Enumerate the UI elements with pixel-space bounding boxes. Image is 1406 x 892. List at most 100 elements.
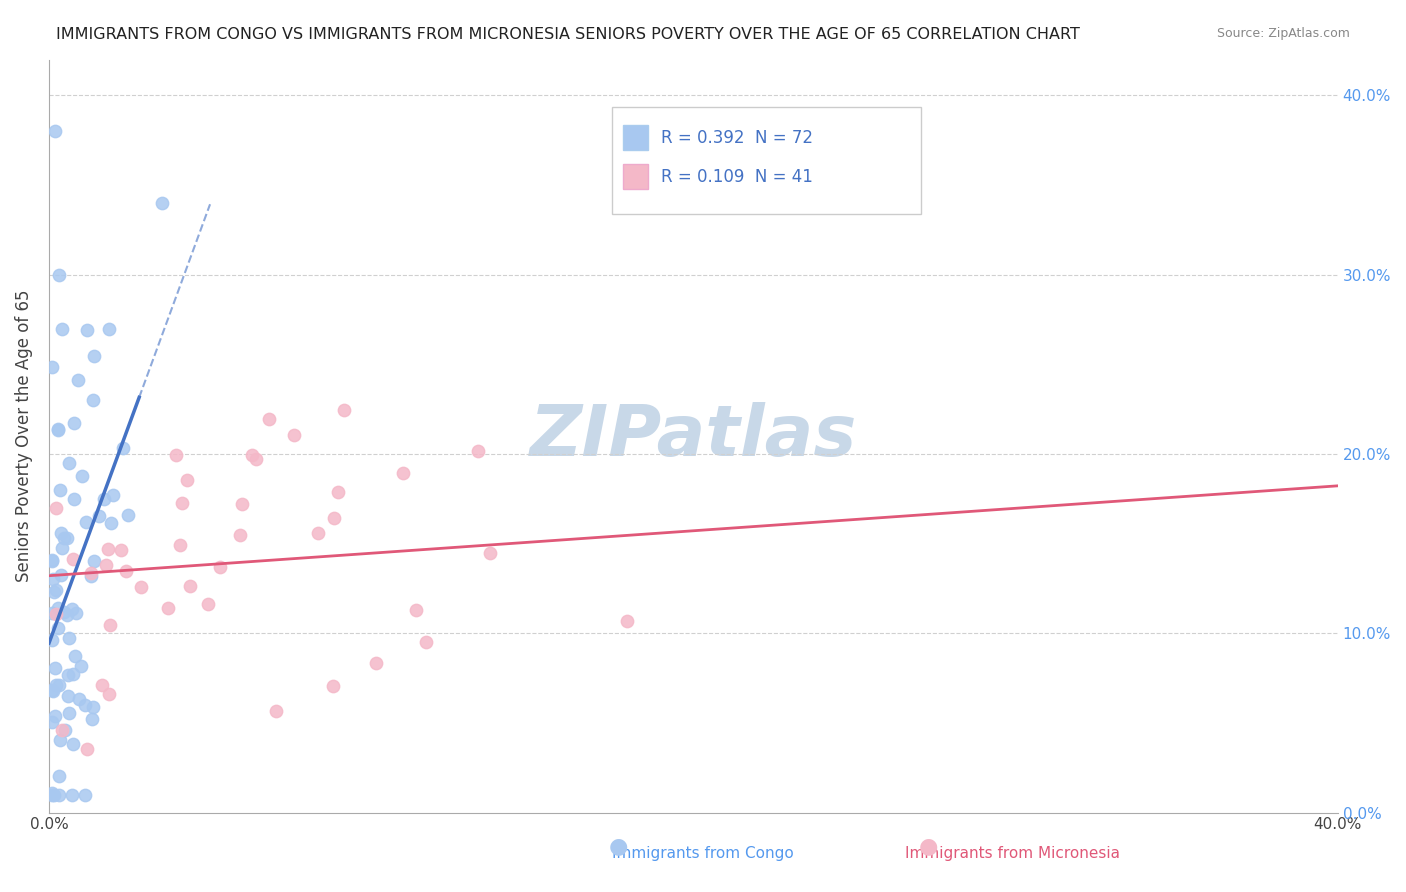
Point — [62, 666, 84, 681]
Text: ●: ● — [609, 837, 628, 856]
Point — [44, 678, 66, 692]
Point — [51, 723, 73, 737]
Point — [80, 569, 103, 583]
Point — [70, 658, 93, 673]
Point — [67, 692, 90, 706]
Point — [55, 607, 77, 622]
Point — [42, 788, 65, 802]
Point — [58, 706, 80, 721]
Point — [112, 442, 135, 456]
Point — [62, 491, 84, 506]
Point — [83, 349, 105, 363]
Point — [94, 558, 117, 573]
Point — [48, 769, 70, 783]
Point — [75, 515, 97, 529]
Text: Source: ZipAtlas.com: Source: ZipAtlas.com — [1216, 27, 1350, 40]
Point — [53, 723, 76, 738]
Point — [129, 580, 152, 594]
Point — [100, 618, 122, 632]
Point — [326, 485, 349, 500]
Point — [70, 469, 93, 483]
Point — [58, 631, 80, 645]
Point — [165, 448, 187, 462]
Point — [79, 566, 101, 580]
Point — [391, 467, 413, 481]
Point — [56, 531, 79, 545]
Point — [172, 496, 194, 510]
Point — [323, 511, 346, 525]
Point — [51, 568, 73, 582]
Point — [60, 602, 83, 616]
Point — [41, 788, 63, 802]
Text: Immigrants from Congo: Immigrants from Congo — [612, 846, 794, 861]
Point — [48, 268, 70, 282]
Point — [66, 373, 89, 387]
Text: R = 0.392  N = 72: R = 0.392 N = 72 — [661, 129, 813, 147]
Point — [53, 531, 76, 545]
Point — [231, 497, 253, 511]
Point — [322, 679, 344, 693]
Point — [42, 572, 65, 586]
Point — [257, 412, 280, 426]
Point — [100, 516, 122, 530]
Point — [52, 605, 75, 619]
Point — [42, 684, 65, 698]
Point — [176, 473, 198, 487]
Text: Immigrants from Micronesia: Immigrants from Micronesia — [905, 846, 1119, 861]
Point — [82, 700, 104, 714]
Point — [46, 422, 69, 436]
Point — [415, 635, 437, 649]
Point — [49, 483, 72, 498]
Point — [56, 667, 79, 681]
Text: IMMIGRANTS FROM CONGO VS IMMIGRANTS FROM MICRONESIA SENIORS POVERTY OVER THE AGE: IMMIGRANTS FROM CONGO VS IMMIGRANTS FROM… — [56, 27, 1080, 42]
Point — [41, 360, 63, 375]
Point — [46, 601, 69, 615]
Point — [98, 687, 121, 701]
Point — [93, 491, 115, 506]
Point — [75, 698, 97, 713]
Point — [307, 525, 329, 540]
Point — [49, 526, 72, 541]
Point — [51, 541, 73, 555]
Point — [117, 508, 139, 523]
Point — [364, 657, 387, 671]
Point — [333, 403, 356, 417]
Point — [478, 546, 501, 560]
Point — [110, 542, 132, 557]
Point — [179, 578, 201, 592]
Point — [51, 321, 73, 335]
Point — [83, 553, 105, 567]
Point — [209, 560, 232, 574]
Point — [45, 500, 67, 515]
Point — [65, 606, 87, 620]
Point — [41, 633, 63, 648]
Point — [44, 709, 66, 723]
Point — [49, 733, 72, 747]
Point — [41, 553, 63, 567]
Point — [228, 527, 250, 541]
Point — [87, 509, 110, 524]
Point — [62, 551, 84, 566]
Point — [62, 737, 84, 751]
Point — [245, 452, 267, 467]
Point — [44, 124, 66, 138]
Point — [616, 614, 638, 628]
Point — [157, 600, 180, 615]
Text: ZIPatlas: ZIPatlas — [530, 401, 858, 471]
Text: ●: ● — [918, 837, 938, 856]
Point — [150, 196, 173, 211]
Point — [73, 788, 96, 802]
Point — [58, 456, 80, 470]
Point — [48, 423, 70, 437]
Point — [42, 585, 65, 599]
Point — [41, 682, 63, 697]
Point — [48, 678, 70, 692]
Point — [97, 541, 120, 556]
Point — [76, 742, 98, 756]
Point — [115, 565, 138, 579]
Point — [56, 690, 79, 704]
Text: R = 0.109  N = 41: R = 0.109 N = 41 — [661, 168, 813, 186]
Point — [103, 488, 125, 502]
Point — [41, 714, 63, 729]
Point — [90, 678, 112, 692]
